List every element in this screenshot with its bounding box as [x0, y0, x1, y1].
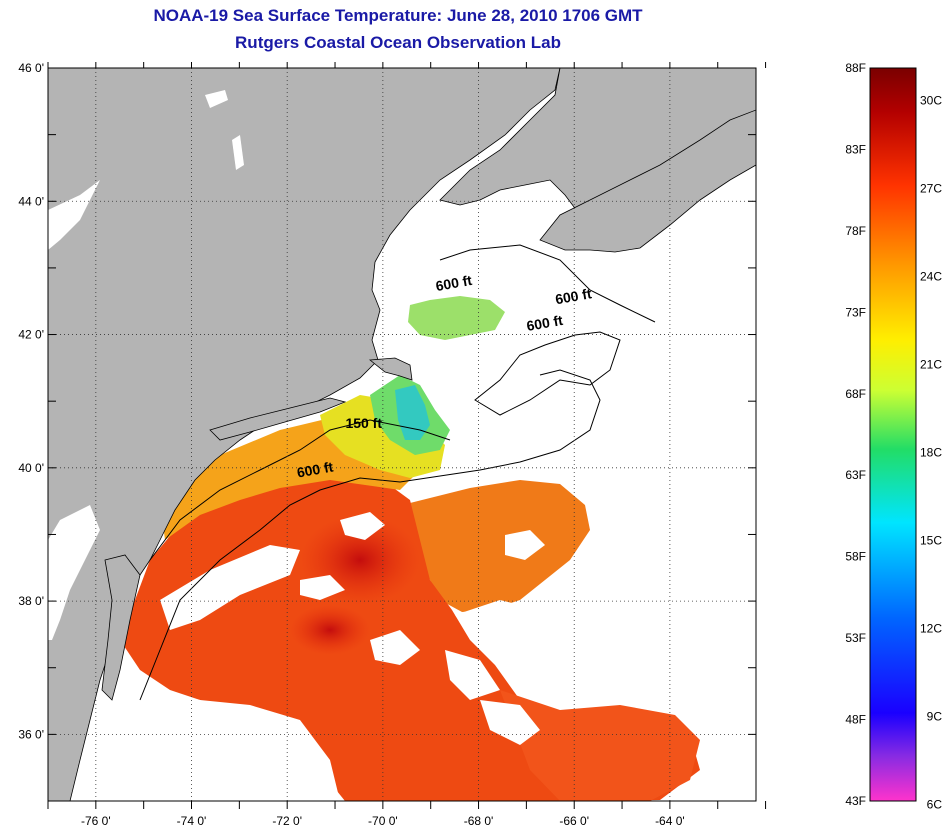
colorbar-c-label: 21C	[920, 357, 942, 371]
colorbar-gradient	[869, 67, 917, 802]
lat-label: 42 0'	[18, 328, 44, 342]
sst-warm-southeast	[500, 690, 700, 801]
colorbar-f-label: 83F	[845, 142, 866, 156]
map-frame	[47, 67, 757, 802]
lon-label: -76 0'	[81, 814, 111, 828]
colorbar-f-label: 73F	[845, 305, 866, 319]
contour-labels: 600 ft 600 ft 600 ft 150 ft 600 ft	[296, 272, 593, 481]
colorbar-f-label: 58F	[845, 550, 866, 564]
land-delmarva	[101, 554, 141, 701]
land	[48, 68, 756, 801]
lon-label: -64 0'	[655, 814, 685, 828]
contour-label: 600 ft	[525, 312, 564, 334]
colorbar-f-label: 63F	[845, 468, 866, 482]
bathymetry-contours	[139, 244, 656, 701]
lon-label: -74 0'	[177, 814, 207, 828]
sst-warm-east	[402, 480, 590, 612]
colorbar: 88F 83F 78F 73F 68F 63F 58F 53F 48F 43F 30C 27C 24C…	[845, 61, 942, 811]
contour-600ft-shelf	[139, 369, 601, 701]
inland-water	[48, 90, 244, 640]
colorbar-f-label: 68F	[845, 387, 866, 401]
lat-label: 36 0'	[18, 727, 44, 741]
latitude-labels: 46 0' 44 0' 42 0' 40 0' 38 0' 36 0'	[18, 61, 44, 741]
contour-label: 150 ft	[345, 415, 382, 431]
colorbar-c-label: 15C	[920, 533, 942, 547]
longitude-labels: -76 0' -74 0' -72 0' -70 0' -68 0' -66 0' -64 …	[81, 814, 685, 828]
colorbar-c-label: 30C	[920, 94, 942, 108]
colorbar-c-label: 6C	[927, 797, 943, 811]
land-cape-cod	[368, 357, 413, 381]
colorbar-c-label: 18C	[920, 445, 942, 459]
colorbar-c-label: 27C	[920, 182, 942, 196]
contour-label: 600 ft	[554, 285, 593, 307]
colorbar-f-label: 53F	[845, 631, 866, 645]
lon-label: -66 0'	[559, 814, 589, 828]
map-title: NOAA-19 Sea Surface Temperature: June 28…	[153, 6, 643, 25]
sst-field	[48, 296, 700, 801]
lon-label: -70 0'	[368, 814, 398, 828]
contour-600ft-gulf	[439, 244, 656, 323]
colorbar-c-label: 12C	[920, 621, 942, 635]
lon-label: -72 0'	[272, 814, 302, 828]
colorbar-f-label: 78F	[845, 224, 866, 238]
land-long-island	[209, 397, 347, 441]
lat-label: 46 0'	[18, 61, 44, 75]
map-subtitle: Rutgers Coastal Ocean Observation Lab	[235, 33, 561, 52]
colorbar-f-label: 43F	[845, 794, 866, 808]
contour-label: 600 ft	[296, 458, 335, 480]
colorbar-c-label: 9C	[927, 709, 943, 723]
contour-label: 600 ft	[434, 272, 473, 294]
colorbar-c-label: 24C	[920, 269, 942, 283]
colorbar-f-label: 88F	[845, 61, 866, 75]
contour-600ft-georges	[474, 331, 621, 416]
lat-label: 38 0'	[18, 594, 44, 608]
contour-150ft	[149, 419, 451, 561]
lat-label: 40 0'	[18, 461, 44, 475]
cloud-gaps	[48, 512, 560, 801]
lat-label: 44 0'	[18, 194, 44, 208]
colorbar-f-label: 48F	[845, 713, 866, 727]
lon-label: -68 0'	[464, 814, 494, 828]
land-nova-scotia	[539, 109, 756, 253]
sst-gulf-maine-green	[408, 296, 505, 340]
